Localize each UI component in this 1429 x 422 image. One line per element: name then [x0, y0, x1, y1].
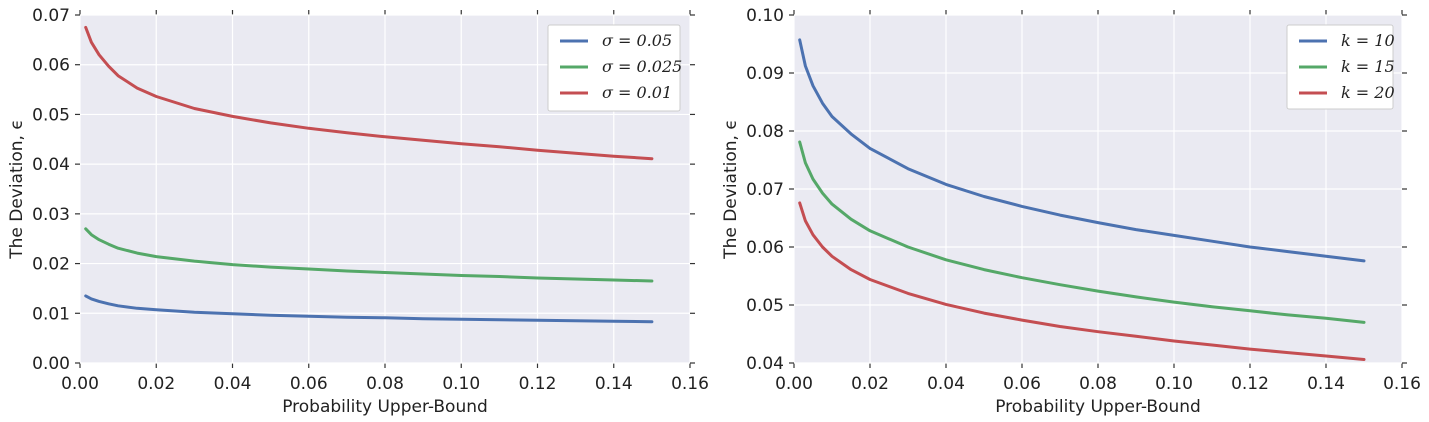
- x-axis-label: Probability Upper-Bound: [995, 397, 1201, 417]
- series-line-1: [84, 294, 654, 324]
- legend: σ = 0.05 σ = 0.025 σ = 0.01: [547, 24, 682, 112]
- x-tick-label: 0.02: [851, 374, 889, 394]
- y-tick-label: 0.06: [32, 56, 70, 76]
- y-tick-label: 0.03: [32, 205, 70, 225]
- y-tick-label: 0.10: [746, 6, 784, 26]
- x-tick-label: 0.00: [775, 374, 813, 394]
- x-tick-label: 0.14: [595, 374, 633, 394]
- legend-label-2: σ = 0.025: [602, 57, 682, 76]
- legend: k = 10 k = 15 k = 20: [1286, 24, 1395, 110]
- x-tick-label: 0.16: [1383, 374, 1421, 394]
- x-tick-label: 0.16: [671, 374, 709, 394]
- y-tick-label: 0.07: [746, 180, 784, 200]
- y-tick-label: 0.04: [746, 354, 784, 374]
- x-tick-label: 0.08: [366, 374, 404, 394]
- x-axis-label: Probability Upper-Bound: [282, 397, 488, 417]
- y-tick-label: 0.08: [746, 122, 784, 142]
- x-tick-label: 0.08: [1079, 374, 1117, 394]
- y-tick-label: 0.04: [32, 155, 70, 175]
- legend-label-2: k = 15: [1341, 57, 1395, 76]
- legend-label-3: k = 20: [1341, 83, 1395, 102]
- x-tick-label: 0.14: [1307, 374, 1345, 394]
- legend-box: [547, 24, 681, 112]
- series-line-1: [798, 38, 1366, 263]
- y-tick-label: 0.05: [746, 296, 784, 316]
- x-tick-label: 0.00: [61, 374, 99, 394]
- y-axis-label: The Deviation, ϵ: [721, 119, 741, 260]
- x-tick-label: 0.12: [1231, 374, 1269, 394]
- y-axis-label: The Deviation, ϵ: [7, 119, 27, 260]
- y-tick-label: 0.06: [746, 238, 784, 258]
- chart-panel-1: 0.00 0.02 0.04 0.06 0.08 0.10 0.12 0.14 0.16 0.00…: [7, 6, 709, 417]
- y-tick-label: 0.01: [32, 304, 70, 324]
- x-tick-label: 0.02: [137, 374, 175, 394]
- series-line-2: [798, 140, 1366, 324]
- legend-box: [1286, 24, 1394, 110]
- legend-label-1: σ = 0.05: [602, 31, 672, 50]
- y-tick-label: 0.05: [32, 105, 70, 125]
- chart-panel-2: 0.00 0.02 0.04 0.06 0.08 0.10 0.12 0.14 0.16 0.04…: [721, 6, 1421, 417]
- legend-label-3: σ = 0.01: [602, 83, 672, 102]
- x-tick-label: 0.12: [519, 374, 557, 394]
- x-tick-label: 0.06: [290, 374, 328, 394]
- y-tick-label: 0.09: [746, 64, 784, 84]
- y-tick-label: 0.00: [32, 354, 70, 374]
- series-line-2: [84, 227, 654, 283]
- x-tick-label: 0.04: [927, 374, 965, 394]
- legend-label-1: k = 10: [1341, 31, 1395, 50]
- x-tick-label: 0.10: [1155, 374, 1193, 394]
- x-tick-label: 0.10: [442, 374, 480, 394]
- series-line-3: [84, 25, 654, 161]
- x-tick-label: 0.04: [214, 374, 252, 394]
- y-tick-label: 0.02: [32, 255, 70, 275]
- y-tick-label: 0.07: [32, 6, 70, 26]
- series-line-3: [798, 201, 1366, 361]
- x-tick-label: 0.06: [1003, 374, 1041, 394]
